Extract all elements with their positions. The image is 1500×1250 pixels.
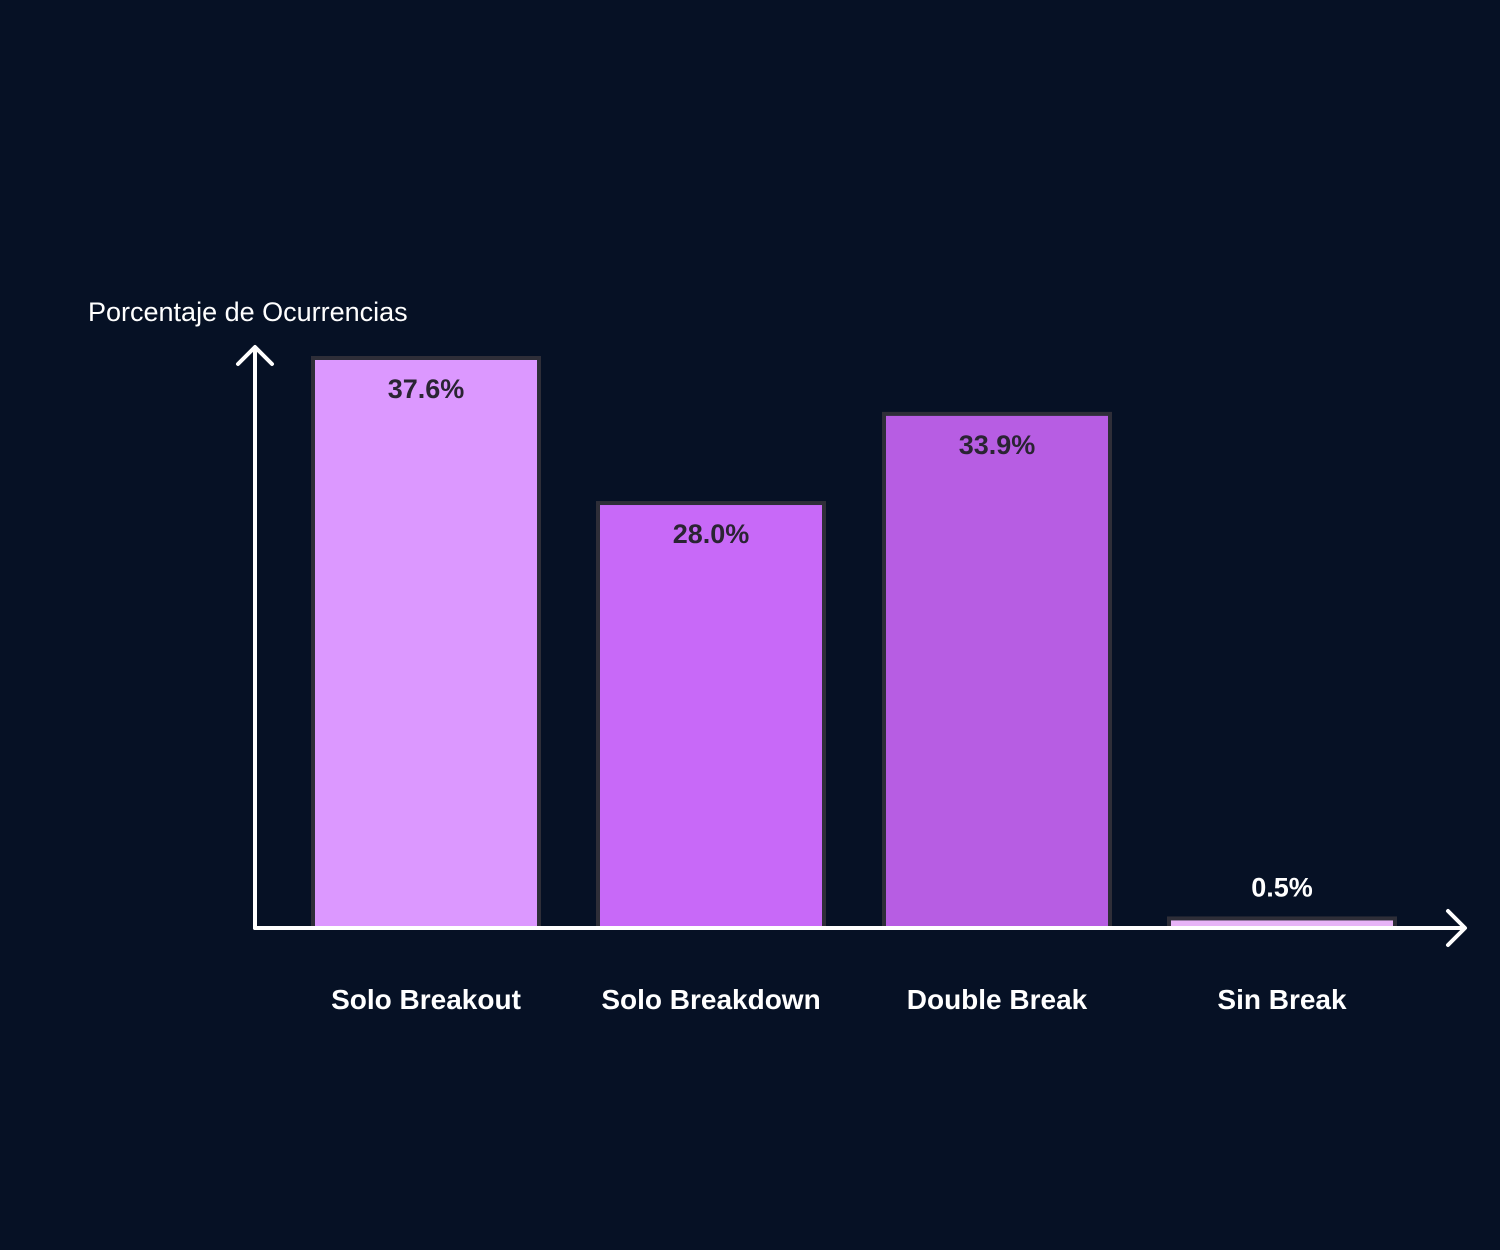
axes-layer: [236, 345, 1467, 947]
bar-double-break: [882, 411, 1112, 930]
data-label-solo-breakdown: 28.0%: [673, 519, 750, 549]
bar-solo-breakout: [311, 356, 541, 930]
bar-solo-breakdown: [596, 501, 826, 930]
data-label-solo-breakout: 37.6%: [388, 374, 465, 404]
x-tick-label-sin-break: Sin Break: [1217, 984, 1347, 1015]
data-label-sin-break: 0.5%: [1251, 872, 1313, 902]
data-label-double-break: 33.9%: [959, 430, 1036, 460]
x-tick-label-double-break: Double Break: [907, 984, 1088, 1015]
x-axis-arrowhead: [1446, 909, 1467, 947]
y-axis-label: Porcentaje de Ocurrencias: [88, 297, 408, 327]
y-axis-arrowhead: [236, 345, 274, 366]
bars-layer: [311, 356, 1397, 931]
x-tick-label-solo-breakout: Solo Breakout: [331, 984, 521, 1015]
labels-layer: 37.6% Solo Breakout 28.0% Solo Breakdown 33.…: [331, 374, 1347, 1015]
x-tick-label-solo-breakdown: Solo Breakdown: [601, 984, 820, 1015]
